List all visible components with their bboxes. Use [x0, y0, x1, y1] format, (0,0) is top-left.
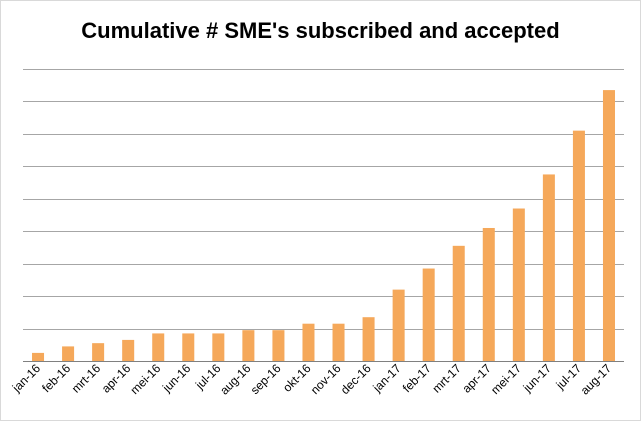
x-tick-label: apr-16 [99, 361, 134, 396]
bar-sep-16 [272, 330, 285, 361]
bar-jun-16 [182, 333, 195, 361]
bar-feb-16 [62, 346, 75, 361]
bar-dec-16 [362, 317, 375, 361]
bar-mei-16 [152, 333, 165, 361]
x-tick-label: jun-16 [159, 361, 193, 395]
bars [32, 90, 615, 361]
bar-mrt-16 [92, 343, 105, 361]
x-tick-label: feb-16 [39, 361, 73, 395]
bar-jan-16 [32, 352, 45, 361]
x-tick-label: dec-16 [338, 361, 374, 397]
bar-apr-16 [122, 339, 135, 361]
bar-aug-16 [242, 330, 255, 361]
bar-jul-17 [572, 130, 585, 361]
x-tick-label: aug-16 [217, 361, 254, 398]
x-tick-label: nov-16 [308, 361, 344, 397]
x-tick-label: feb-17 [400, 361, 434, 395]
gridlines [23, 69, 624, 330]
bar-jul-16 [212, 333, 225, 361]
x-tick-label: jun-17 [520, 361, 554, 395]
bar-mrt-17 [452, 245, 465, 361]
bar-jun-17 [542, 174, 555, 361]
bar-mei-17 [512, 208, 525, 361]
x-tick-label: mrt-16 [69, 361, 104, 396]
chart-title: Cumulative # SME's subscribed and accept… [81, 18, 560, 43]
x-tick-label: jan-16 [9, 361, 43, 395]
bar-jan-17 [392, 289, 405, 361]
x-tick-label: mei-16 [127, 361, 163, 397]
bar-feb-17 [422, 268, 435, 361]
bar-okt-16 [302, 323, 315, 361]
x-tick-label: aug-17 [578, 361, 615, 398]
bar-aug-17 [602, 90, 615, 361]
x-tick-label: apr-17 [459, 361, 494, 396]
bar-apr-17 [482, 227, 495, 361]
bar-nov-16 [332, 323, 345, 361]
x-tick-label: mei-17 [488, 361, 524, 397]
x-tick-label: okt-16 [280, 361, 314, 395]
x-tick-label: sep-16 [248, 361, 284, 397]
x-tick-label: mrt-17 [429, 361, 464, 396]
x-tick-label: jan-17 [370, 361, 404, 395]
